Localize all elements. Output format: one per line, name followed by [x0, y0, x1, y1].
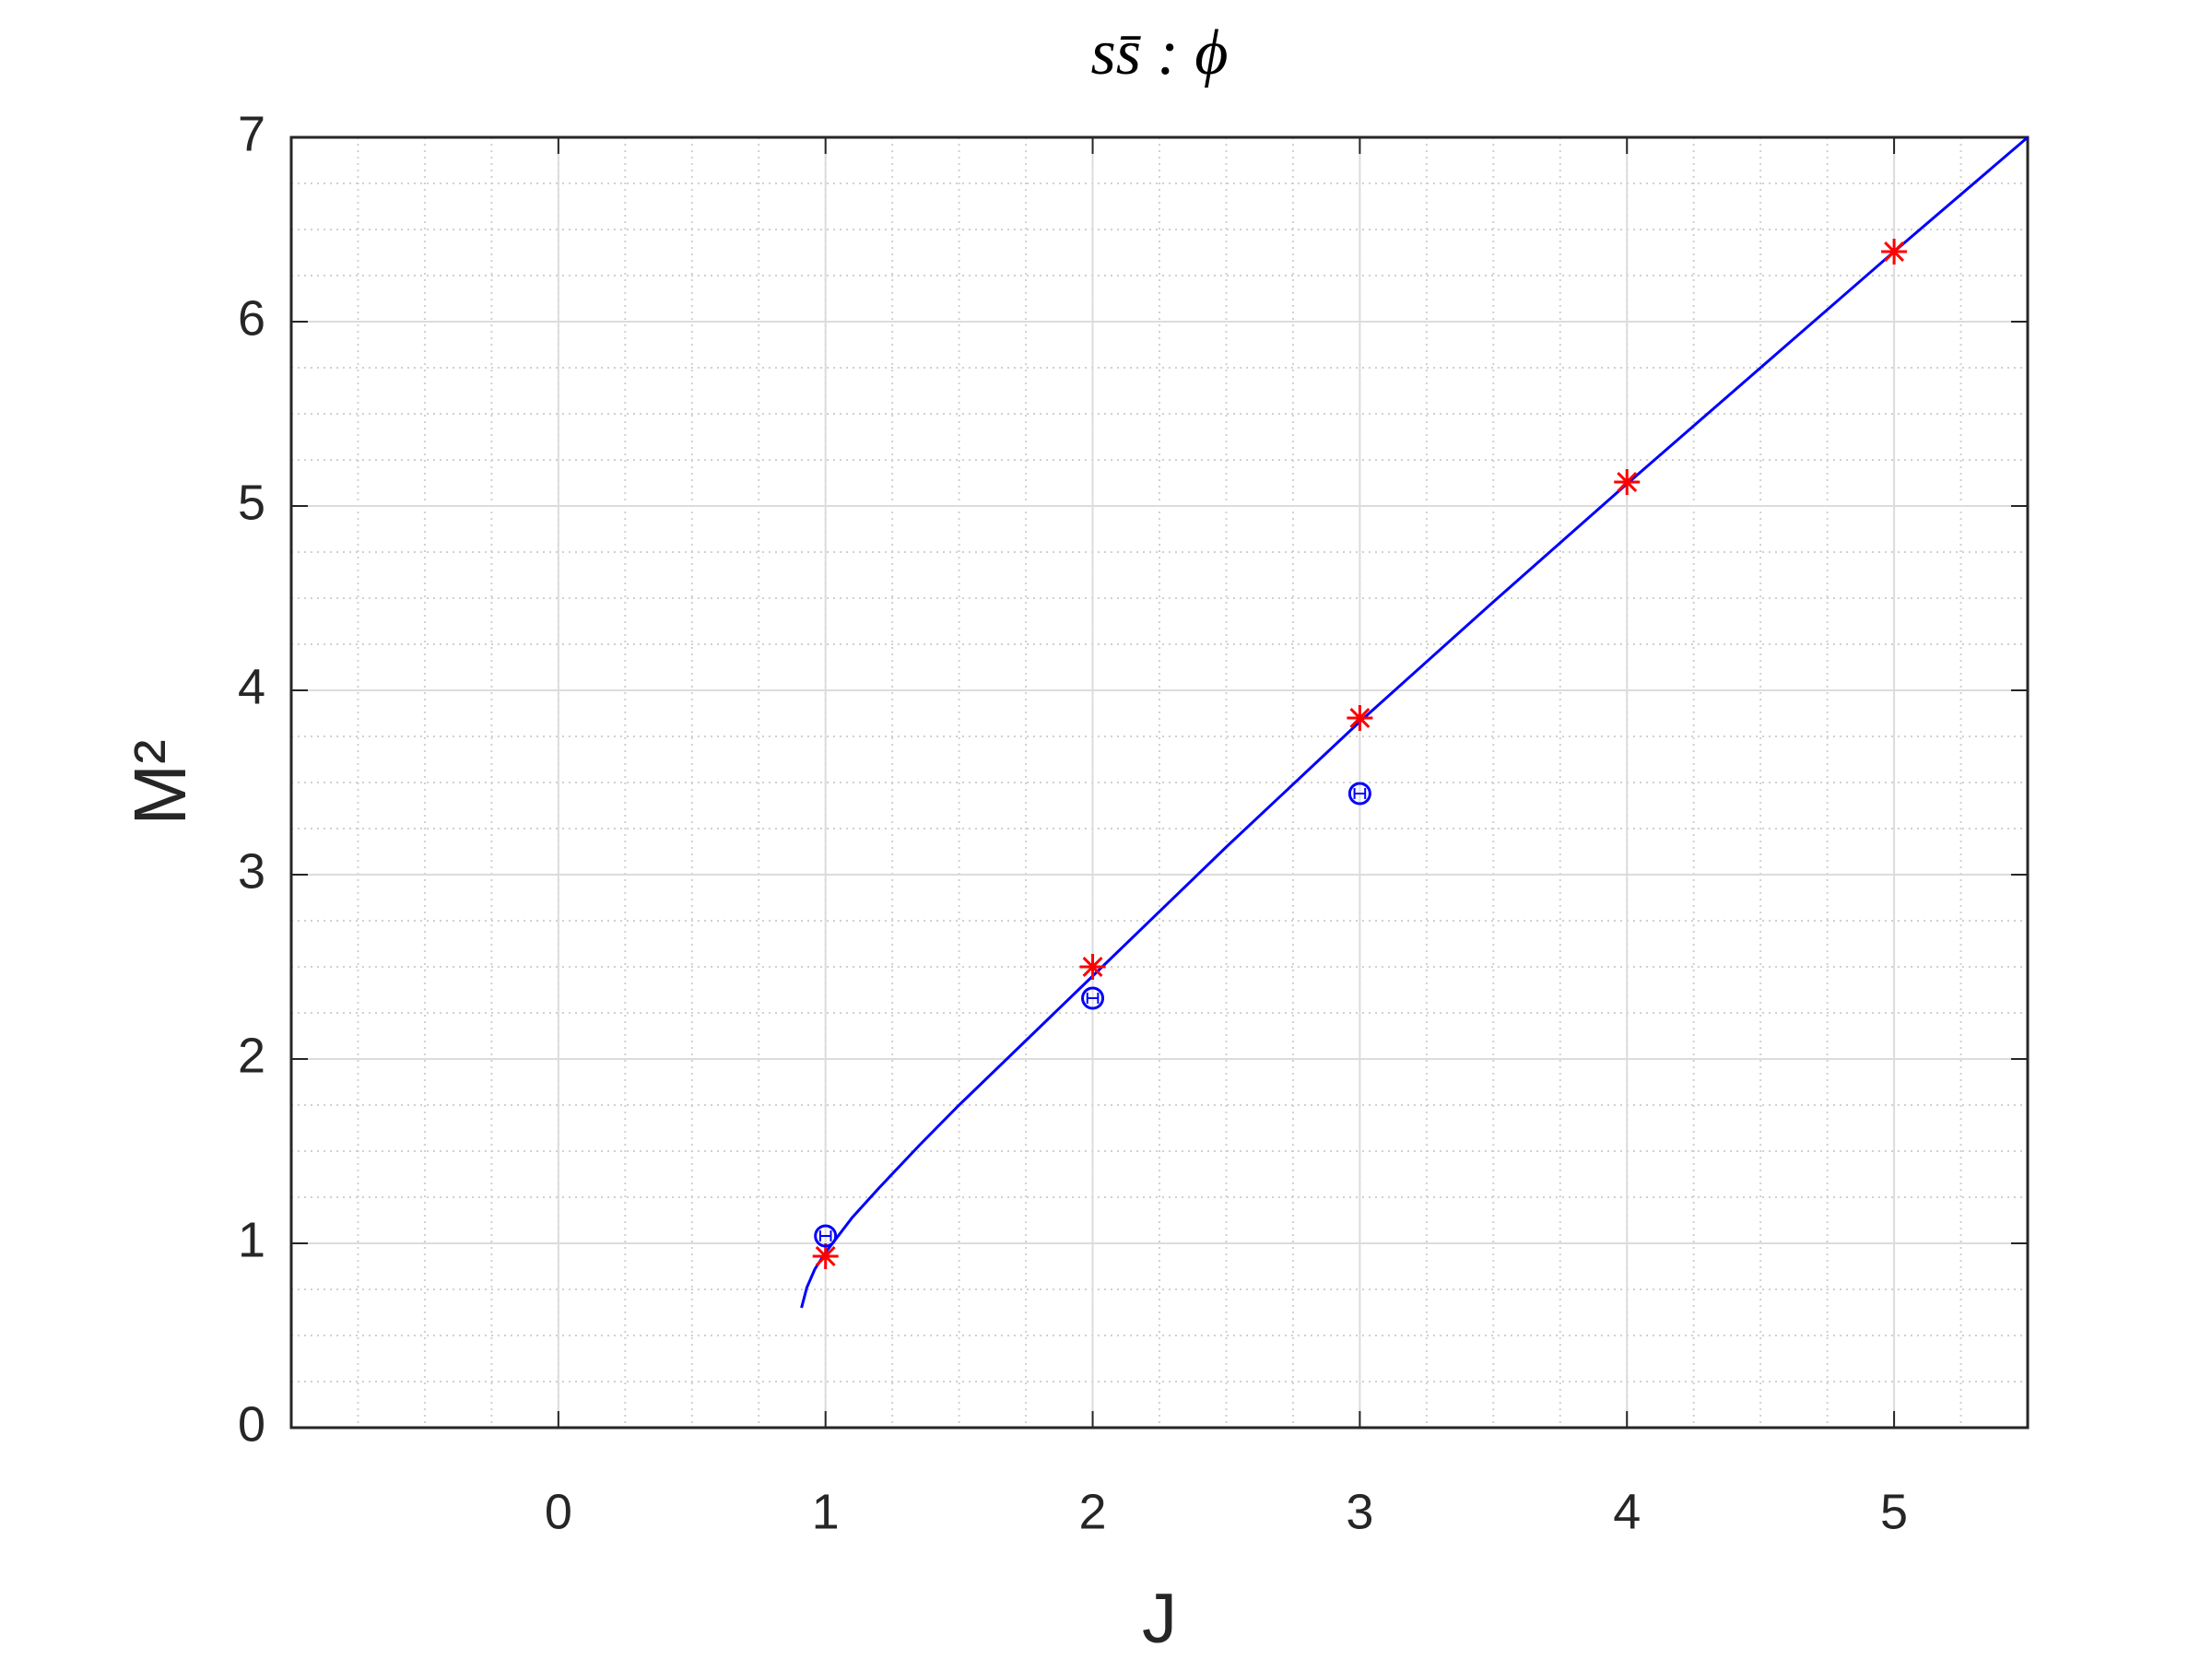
circle-marker	[1347, 782, 1371, 806]
error-bar	[1353, 788, 1367, 799]
x-tick-label: 0	[545, 1484, 572, 1539]
x-tick-label: 3	[1346, 1484, 1373, 1539]
error-bar	[1086, 993, 1100, 1004]
circle-marker	[1081, 986, 1105, 1010]
x-tick-label: 2	[1079, 1484, 1107, 1539]
y-tick-label: 1	[238, 1212, 265, 1267]
asterisk-marker	[1347, 705, 1373, 731]
chart-title: ss̄ : ϕ	[1090, 18, 1228, 88]
asterisk-marker	[1881, 239, 1908, 265]
y-axis-label: M²	[119, 739, 201, 825]
x-tick-label: 5	[1880, 1484, 1908, 1539]
y-tick-label: 6	[238, 290, 265, 346]
circle-marker	[814, 1224, 838, 1248]
x-tick-label: 1	[812, 1484, 840, 1539]
x-tick-label: 4	[1613, 1484, 1641, 1539]
y-tick-label: 0	[238, 1396, 265, 1452]
y-tick-label: 7	[238, 106, 265, 161]
asterisk-marker	[812, 1243, 839, 1269]
y-tick-label: 5	[238, 475, 265, 530]
asterisk-marker	[1614, 469, 1641, 495]
x-axis-label: J	[1142, 1580, 1177, 1658]
error-bar	[818, 1230, 832, 1241]
plot-frame	[289, 135, 2030, 1430]
asterisk-marker	[1079, 954, 1106, 980]
y-tick-label: 2	[238, 1028, 265, 1083]
y-tick-label: 4	[238, 659, 265, 714]
y-tick-label: 3	[238, 843, 265, 899]
